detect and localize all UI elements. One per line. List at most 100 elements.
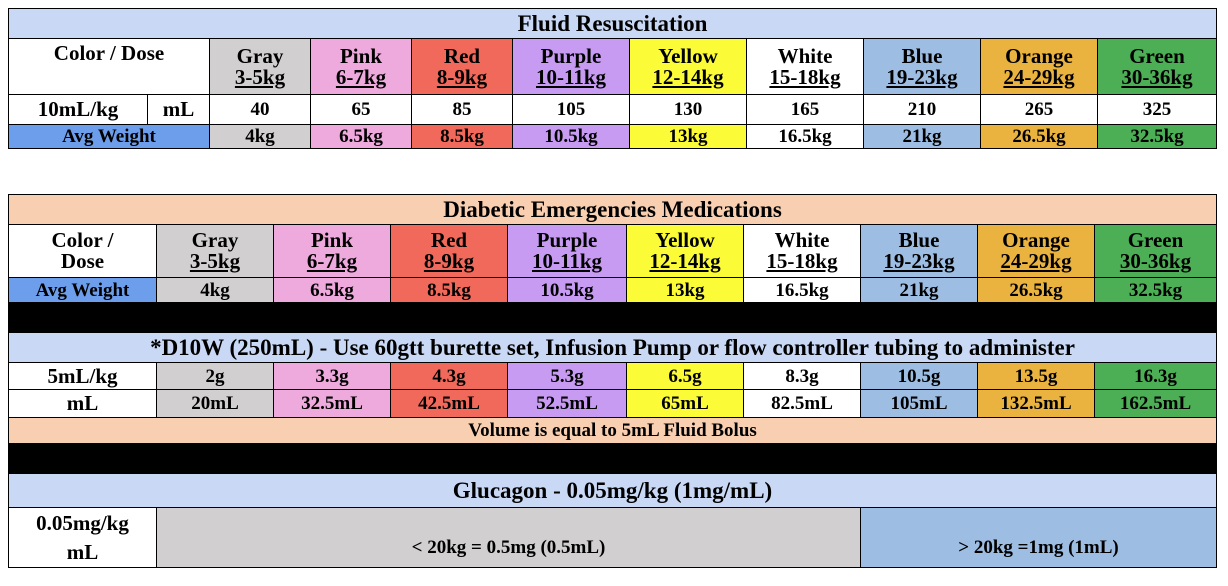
fluid-ml-blue: 210 (863, 94, 981, 125)
diabetic-avg-yellow: 13kg (626, 277, 744, 303)
d10w-title: *D10W (250mL) - Use 60gtt burette set, I… (8, 332, 1217, 363)
diabetic-avg-pink: 6.5kg (273, 277, 391, 303)
fluid-ml-gray: 40 (209, 94, 311, 125)
diabetic-header-label: Color / Dose (8, 224, 157, 278)
diabetic-avg-gray: 4kg (156, 277, 274, 303)
fluid-ml-pink: 65 (310, 94, 412, 125)
d10w-ml-pink: 32.5mL (273, 389, 391, 418)
diabetic-title: Diabetic Emergencies Medications (8, 194, 1217, 225)
color-name: White (774, 228, 830, 252)
fluid-avg-pink: 6.5kg (310, 124, 412, 149)
diabetic-avg-white: 16.5kg (743, 277, 861, 303)
weight-range: 10-11kg (531, 249, 602, 273)
d10w-ml-red: 42.5mL (390, 389, 508, 418)
color-name: Blue (898, 228, 940, 252)
color-name: Yellow (658, 43, 718, 68)
d10w-ml-green: 162.5mL (1094, 389, 1217, 418)
weight-range: 15-18kg (766, 249, 838, 273)
diabetic-emergencies-table: Diabetic Emergencies Medications Color /… (8, 194, 1217, 568)
weight-range: 24-29kg (1000, 249, 1072, 273)
diabetic-col-white: White 15-18kg (743, 224, 861, 278)
d10w-ml-purple: 52.5mL (507, 389, 627, 418)
fluid-col-orange: Orange 24-29kg (980, 38, 1098, 95)
weight-range: 8-9kg (436, 64, 488, 89)
d10w-g-red: 4.3g (390, 362, 508, 390)
weight-range: 15-18kg (769, 64, 841, 89)
fluid-col-purple: Purple 10-11kg (512, 38, 630, 95)
diabetic-col-orange: Orange 24-29kg (977, 224, 1095, 278)
color-name: Yellow (655, 228, 715, 252)
d10w-g-white: 8.3g (743, 362, 861, 390)
fluid-avg-red: 8.5kg (411, 124, 513, 149)
color-name: Pink (339, 43, 383, 68)
fluid-title: Fluid Resuscitation (8, 8, 1217, 39)
weight-range: 19-23kg (883, 249, 955, 273)
color-name: Gray (191, 228, 239, 252)
diabetic-col-pink: Pink 6-7kg (273, 224, 391, 278)
d10w-ml-gray: 20mL (156, 389, 274, 418)
glucagon-low-dose: < 20kg = 0.5mg (0.5mL) (156, 507, 861, 568)
weight-range: 6-7kg (306, 249, 358, 273)
fluid-col-yellow: Yellow 12-14kg (629, 38, 747, 95)
weight-range: 10-11kg (535, 64, 606, 89)
diabetic-col-blue: Blue 19-23kg (860, 224, 978, 278)
color-name: Orange (1005, 43, 1073, 68)
header-label-line-2: Dose (60, 249, 105, 273)
d10w-g-orange: 13.5g (977, 362, 1095, 390)
color-name: Red (430, 228, 468, 252)
header-label-line-1: Color / (51, 228, 114, 252)
fluid-avg-weight-label: Avg Weight (8, 124, 210, 149)
color-name: Orange (1002, 228, 1070, 252)
fluid-ml-yellow: 130 (629, 94, 747, 125)
fluid-col-gray: Gray 3-5kg (209, 38, 311, 95)
d10w-ml-orange: 132.5mL (977, 389, 1095, 418)
weight-range: 12-14kg (649, 249, 721, 273)
fluid-row-unit-label: mL (147, 94, 210, 125)
d10w-g-purple: 5.3g (507, 362, 627, 390)
fluid-avg-white: 16.5kg (746, 124, 864, 149)
color-name: Purple (536, 228, 598, 252)
diabetic-avg-weight-label: Avg Weight (8, 277, 157, 303)
d10w-g-yellow: 6.5g (626, 362, 744, 390)
fluid-ml-orange: 265 (980, 94, 1098, 125)
fluid-avg-gray: 4kg (209, 124, 311, 149)
diabetic-avg-orange: 26.5kg (977, 277, 1095, 303)
glucagon-label-line-2: mL (66, 539, 99, 564)
diabetic-avg-green: 32.5kg (1094, 277, 1217, 303)
fluid-col-blue: Blue 19-23kg (863, 38, 981, 95)
fluid-ml-purple: 105 (512, 94, 630, 125)
weight-range: 19-23kg (886, 64, 958, 89)
d10w-g-pink: 3.3g (273, 362, 391, 390)
weight-range: 30-36kg (1121, 64, 1193, 89)
glucagon-title: Glucagon - 0.05mg/kg (1mg/mL) (8, 473, 1217, 508)
fluid-avg-green: 32.5kg (1097, 124, 1217, 149)
color-name: Blue (901, 43, 943, 68)
diabetic-col-gray: Gray 3-5kg (156, 224, 274, 278)
weight-range: 30-36kg (1119, 249, 1192, 273)
fluid-col-red: Red 8-9kg (411, 38, 513, 95)
fluid-ml-white: 165 (746, 94, 864, 125)
fluid-col-pink: Pink 6-7kg (310, 38, 412, 95)
color-name: Gray (236, 43, 284, 68)
separator-bar (8, 302, 1217, 333)
diabetic-col-red: Red 8-9kg (390, 224, 508, 278)
diabetic-col-purple: Purple 10-11kg (507, 224, 627, 278)
fluid-avg-yellow: 13kg (629, 124, 747, 149)
weight-range: 3-5kg (189, 249, 241, 273)
color-name: Green (1127, 228, 1184, 252)
d10w-ml-yellow: 65mL (626, 389, 744, 418)
volume-note: Volume is equal to 5mL Fluid Bolus (8, 417, 1217, 444)
fluid-col-white: White 15-18kg (746, 38, 864, 95)
color-name: Purple (540, 43, 602, 68)
fluid-ml-green: 325 (1097, 94, 1217, 125)
weight-range: 3-5kg (234, 64, 286, 89)
d10w-dose-label: 5mL/kg (8, 362, 157, 390)
color-name: White (777, 43, 833, 68)
color-name: Red (443, 43, 481, 68)
glucagon-high-dose: > 20kg =1mg (1mL) (860, 507, 1217, 568)
d10w-ml-label: mL (8, 389, 157, 418)
weight-range: 12-14kg (652, 64, 724, 89)
glucagon-dose-label: 0.05mg/kg mL (8, 507, 157, 568)
d10w-ml-blue: 105mL (860, 389, 978, 418)
fluid-col-green: Green 30-36kg (1097, 38, 1217, 95)
